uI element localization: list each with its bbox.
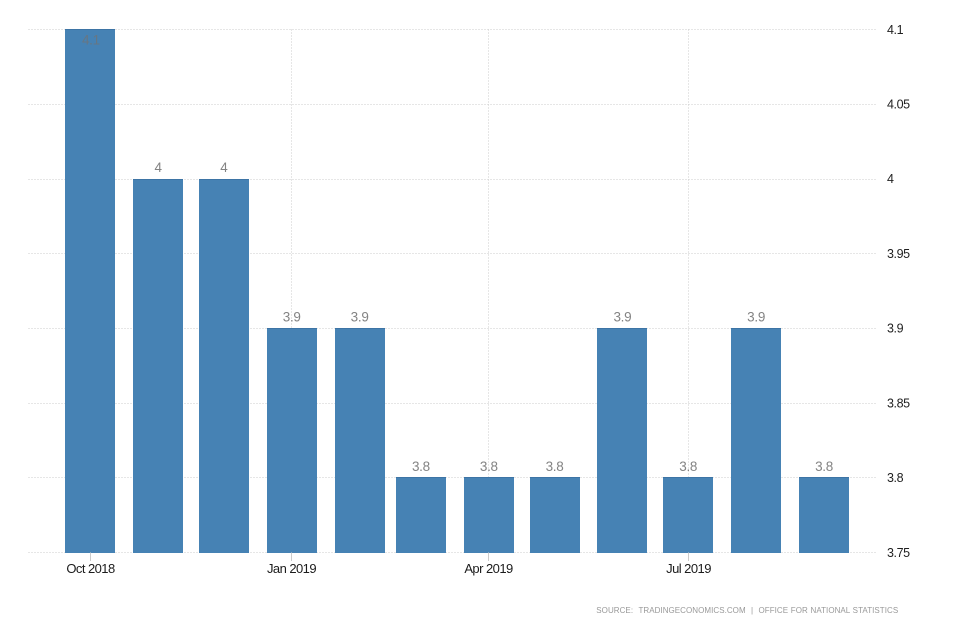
svg-text:3.85: 3.85 [887, 396, 910, 410]
svg-text:4: 4 [887, 172, 894, 186]
svg-text:3.9: 3.9 [887, 322, 904, 336]
svg-text:Apr 2019: Apr 2019 [464, 561, 513, 576]
svg-text:3.8: 3.8 [480, 459, 498, 474]
svg-text:4.1: 4.1 [887, 23, 904, 37]
svg-text:4.05: 4.05 [887, 98, 910, 112]
svg-text:3.9: 3.9 [613, 310, 631, 325]
svg-text:3.8: 3.8 [887, 471, 904, 485]
svg-text:Oct 2018: Oct 2018 [66, 561, 115, 576]
svg-text:3.9: 3.9 [283, 310, 301, 325]
svg-text:3.8: 3.8 [412, 459, 430, 474]
svg-text:3.95: 3.95 [887, 247, 910, 261]
svg-text:3.75: 3.75 [887, 546, 910, 560]
svg-text:Jul 2019: Jul 2019 [666, 561, 711, 576]
svg-text:3.9: 3.9 [351, 310, 369, 325]
svg-text:3.9: 3.9 [747, 310, 765, 325]
svg-text:4: 4 [220, 160, 228, 175]
svg-text:SOURCE: TRADINGECONOMICS.COM: SOURCE: TRADINGECONOMICS.COM | OFFICE FO… [596, 606, 898, 615]
svg-text:3.8: 3.8 [815, 459, 833, 474]
svg-text:3.8: 3.8 [546, 459, 564, 474]
svg-text:3.8: 3.8 [679, 459, 697, 474]
svg-text:4.1: 4.1 [82, 33, 100, 48]
svg-text:Jan 2019: Jan 2019 [267, 561, 316, 576]
svg-text:4: 4 [154, 160, 162, 175]
